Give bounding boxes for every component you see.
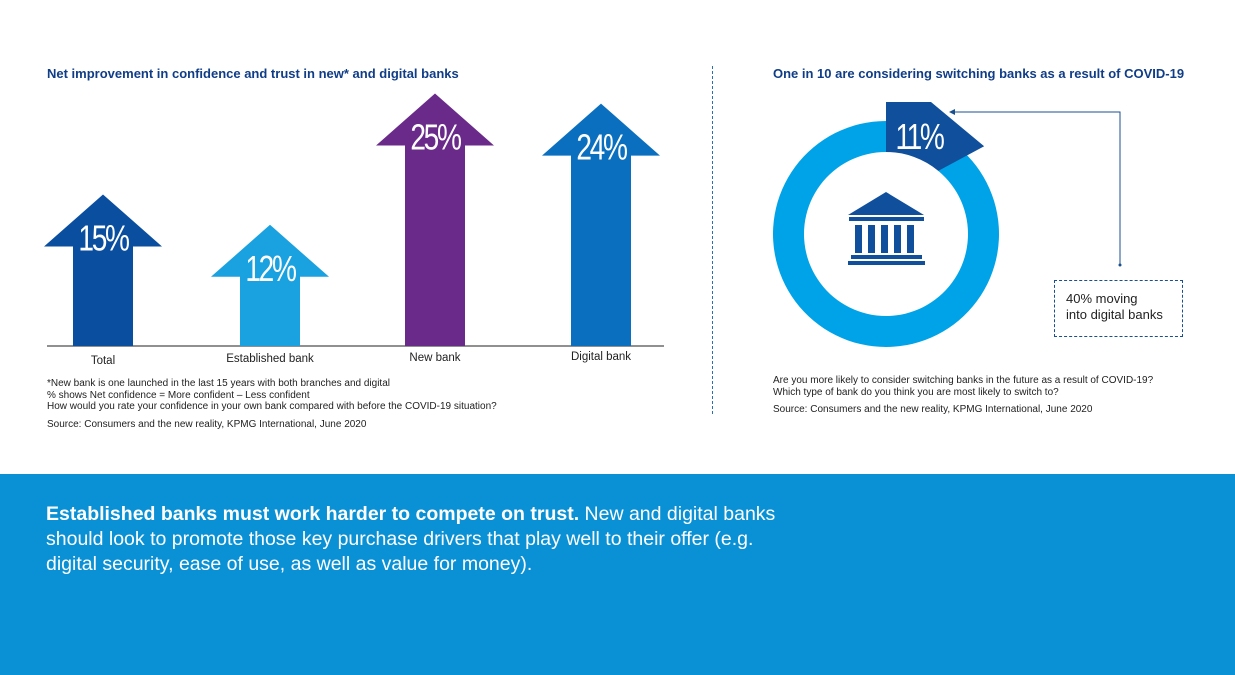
bar-chart-notes: *New bank is one launched in the last 15… bbox=[47, 378, 497, 431]
donut-chart-source: Source: Consumers and the new reality, K… bbox=[773, 404, 1093, 416]
switching-question-2: Which type of bank do you think you are … bbox=[773, 386, 1059, 398]
bar-chart: 15% Total 12% Established bank 25% New bank 24… bbox=[44, 93, 664, 367]
donut-chart: 11% bbox=[773, 102, 1122, 348]
bar-category-label: New bank bbox=[409, 352, 460, 364]
note-new-bank-definition: *New bank is one launched in the last 15… bbox=[47, 378, 390, 389]
bar-arrow-2 bbox=[211, 224, 329, 346]
donut-slice-label: 11% bbox=[895, 117, 944, 157]
switching-question-1: Are you more likely to consider switchin… bbox=[773, 375, 1154, 386]
bar-arrow-4 bbox=[542, 103, 660, 346]
bar-category-label: Digital bank bbox=[571, 351, 631, 363]
donut-chart-title: One in 10 are considering switching bank… bbox=[773, 66, 1185, 81]
bar-chart-source: Source: Consumers and the new reality, K… bbox=[47, 419, 367, 431]
bar-value-label: 25% bbox=[410, 117, 461, 157]
callout-line-1: 40% moving bbox=[1066, 291, 1138, 306]
digital-banks-callout: 40% moving into digital banks bbox=[1054, 280, 1183, 337]
bar-arrow-3 bbox=[376, 93, 494, 346]
donut-slice-switching bbox=[886, 102, 985, 171]
section-divider bbox=[712, 66, 713, 414]
bar-category-label: Established bank bbox=[226, 353, 314, 365]
bar-arrow-1 bbox=[44, 194, 162, 346]
bank-icon bbox=[848, 192, 925, 265]
note-question: How would you rate your confidence in yo… bbox=[47, 401, 497, 413]
note-net-confidence: % shows Net confidence = More confident … bbox=[47, 389, 310, 401]
callout-line-2: into digital banks bbox=[1066, 307, 1163, 322]
takeaway-banner: Established banks must work harder to co… bbox=[0, 474, 1235, 675]
takeaway-body: New and digital banks should look to pro… bbox=[46, 503, 776, 575]
takeaway-text: Established banks must work harder to co… bbox=[46, 502, 786, 577]
takeaway-headline: Established banks must work harder to co… bbox=[46, 503, 580, 525]
bar-category-label: Total bbox=[91, 355, 115, 367]
bar-value-label: 24% bbox=[576, 127, 627, 167]
bar-chart-title: Net improvement in confidence and trust … bbox=[47, 66, 459, 81]
callout-connector bbox=[949, 109, 1122, 267]
bar-value-label: 15% bbox=[78, 218, 129, 258]
donut-chart-notes: Are you more likely to consider switchin… bbox=[773, 375, 1153, 416]
bar-value-label: 12% bbox=[245, 248, 296, 288]
